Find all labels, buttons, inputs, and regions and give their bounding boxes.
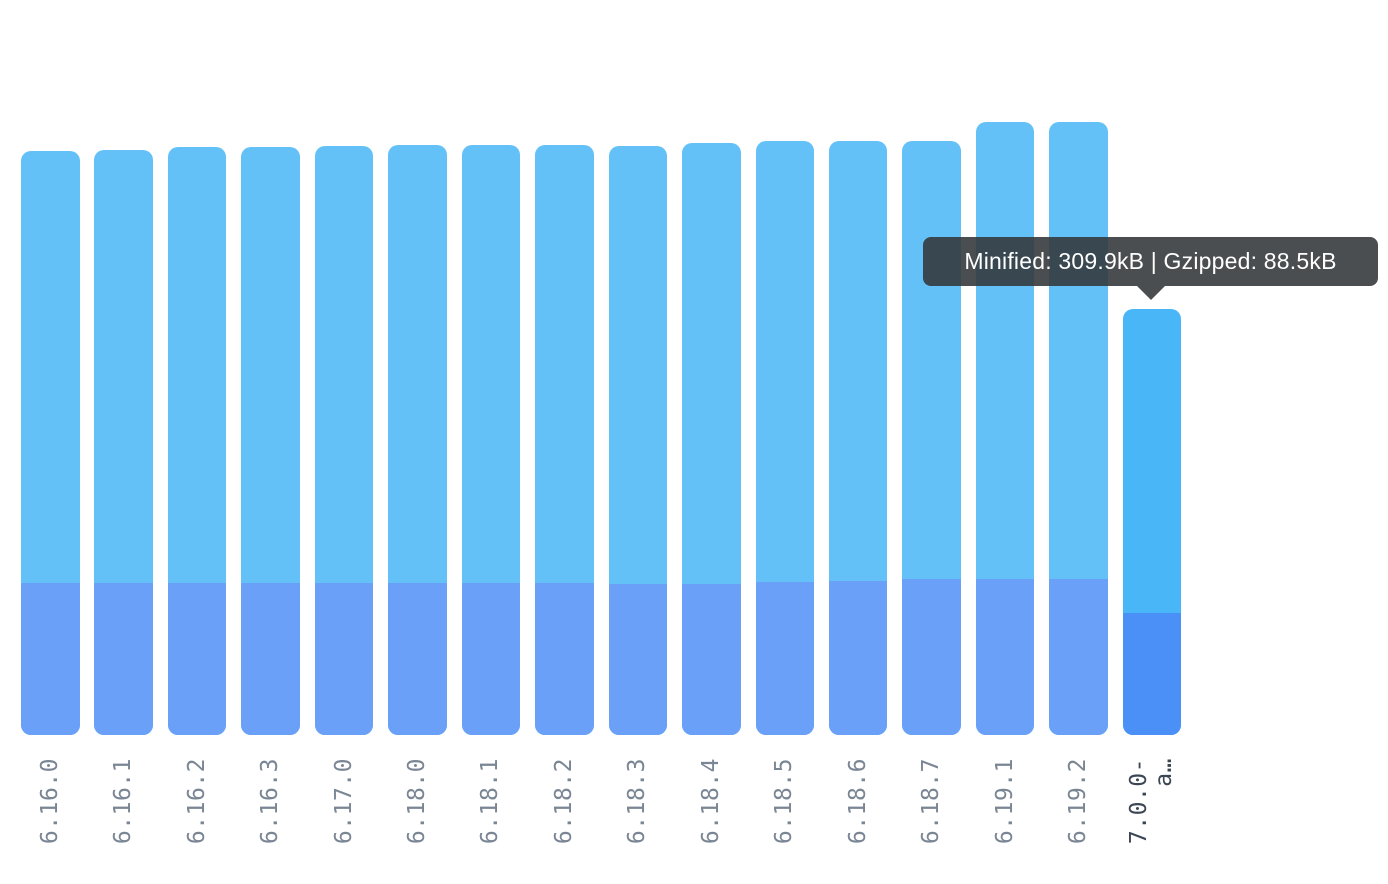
bar-gzipped-segment	[1122, 613, 1182, 735]
bar-gzipped-segment	[1049, 578, 1108, 735]
x-tick-line: a…	[1151, 758, 1177, 787]
x-tick-line: 6.17.0	[330, 758, 357, 845]
tooltip-text: Minified: 309.9kB | Gzipped: 88.5kB	[964, 248, 1337, 274]
bar-6.18.3[interactable]	[608, 145, 668, 735]
bar-6.16.3[interactable]	[241, 147, 300, 735]
x-tick-line: 6.18.6	[844, 758, 871, 845]
bar-gzipped-segment	[902, 578, 961, 735]
bar-6.18.5[interactable]	[755, 141, 814, 735]
x-tick-6.16.0: 6.16.0	[36, 758, 63, 868]
x-tick-line: 6.18.7	[918, 758, 945, 845]
bar-gzipped-segment	[535, 583, 594, 735]
bar-6.16.2[interactable]	[167, 147, 227, 735]
x-tick-6.18.0: 6.18.0	[404, 758, 430, 868]
tooltip-arrow	[1137, 286, 1165, 300]
bar-6.18.7[interactable]	[902, 141, 961, 735]
bar-6.16.0[interactable]	[21, 150, 80, 735]
x-tick-line: 6.16.0	[36, 758, 63, 845]
x-tick-line: 6.16.1	[110, 758, 137, 845]
bar-gzipped-segment	[21, 583, 80, 735]
bar-6.17.0[interactable]	[314, 145, 374, 735]
x-tick-6.19.1: 6.19.1	[991, 758, 1018, 868]
x-tick-line: 6.18.5	[771, 758, 798, 845]
x-tick-6.16.1: 6.16.1	[110, 758, 137, 868]
bar-6.18.6[interactable]	[828, 141, 888, 735]
bar-gzipped-segment	[94, 583, 153, 735]
bar-6.16.1[interactable]	[94, 149, 153, 735]
bar-gzipped-segment	[167, 583, 227, 735]
bar-6.19.2[interactable]	[1049, 121, 1108, 735]
x-tick-6.16.2: 6.16.2	[183, 758, 210, 868]
x-tick-6.19.2: 6.19.2	[1065, 758, 1092, 868]
bar-gzipped-segment	[314, 583, 374, 735]
x-tick-6.18.7: 6.18.7	[918, 758, 945, 868]
x-tick-line: 7.0.0-	[1126, 758, 1152, 845]
x-tick-line: 6.19.1	[991, 758, 1018, 845]
tooltip: Minified: 309.9kB | Gzipped: 88.5kB	[923, 237, 1378, 286]
bar-gzipped-segment	[608, 583, 668, 735]
x-tick-line: 6.18.4	[697, 758, 724, 845]
bar-6.18.0[interactable]	[388, 145, 447, 735]
x-tick-6.16.3: 6.16.3	[257, 758, 284, 868]
x-tick-6.17.0: 6.17.0	[330, 758, 357, 868]
bar-6.18.2[interactable]	[535, 145, 594, 735]
x-tick-6.18.4: 6.18.4	[697, 758, 724, 868]
bar-gzipped-segment	[461, 583, 521, 735]
x-tick-6.18.6: 6.18.6	[844, 758, 871, 868]
bar-gzipped-segment	[241, 583, 300, 735]
x-tick-7.0.0-a…: 7.0.0- a…	[1126, 758, 1177, 868]
x-tick-line: 6.19.2	[1065, 758, 1092, 845]
x-tick-line: 6.18.2	[550, 758, 577, 845]
bar-gzipped-segment	[975, 578, 1035, 735]
x-tick-line: 6.16.2	[183, 758, 210, 845]
x-tick-6.18.3: 6.18.3	[624, 758, 651, 868]
x-tick-line: 6.16.3	[257, 758, 284, 845]
x-tick-6.18.5: 6.18.5	[771, 758, 798, 868]
x-tick-6.18.1: 6.18.1	[477, 758, 504, 868]
bar-6.18.4[interactable]	[682, 143, 741, 735]
bar-7.0.0-a…[interactable]	[1122, 308, 1182, 735]
x-tick-line: 6.18.1	[477, 758, 504, 845]
x-tick-line: 6.18.3	[624, 758, 651, 845]
bar-6.19.1[interactable]	[975, 121, 1035, 735]
bar-gzipped-segment	[755, 582, 814, 735]
bar-gzipped-segment	[682, 583, 741, 735]
x-tick-line: 6.18.0	[404, 758, 430, 845]
x-tick-6.18.2: 6.18.2	[550, 758, 577, 868]
bar-gzipped-segment	[388, 583, 447, 735]
bar-6.18.1[interactable]	[461, 145, 521, 735]
bar-gzipped-segment	[828, 581, 888, 735]
